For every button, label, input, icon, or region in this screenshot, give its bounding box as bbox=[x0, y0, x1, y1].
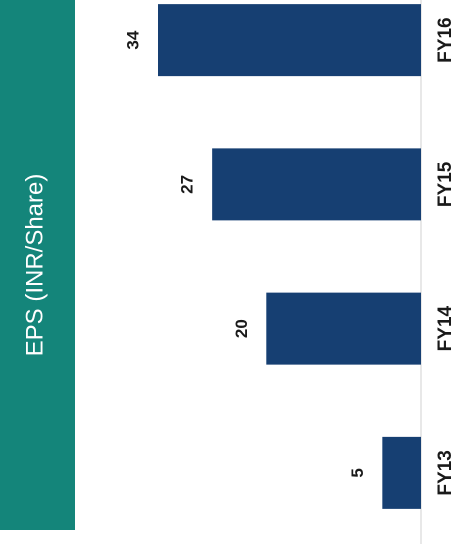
chart-title: EPS (INR/Share) bbox=[21, 174, 48, 357]
bar bbox=[212, 148, 421, 221]
value-label: 27 bbox=[178, 175, 197, 194]
bar bbox=[382, 436, 421, 509]
bar bbox=[158, 4, 421, 77]
category-label: FY16 bbox=[435, 17, 456, 62]
category-label: FY15 bbox=[435, 161, 456, 207]
bar bbox=[266, 292, 421, 365]
value-label: 20 bbox=[232, 319, 251, 338]
category-label: FY13 bbox=[435, 450, 456, 495]
title-band bbox=[0, 0, 75, 530]
value-label: 5 bbox=[348, 468, 367, 477]
value-label: 34 bbox=[123, 30, 142, 49]
category-label: FY14 bbox=[435, 305, 456, 351]
